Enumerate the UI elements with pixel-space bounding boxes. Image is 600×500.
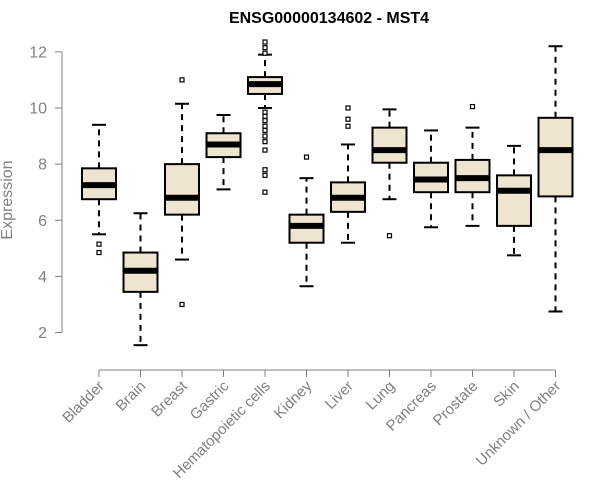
chart-title: ENSG00000134602 - MST4 xyxy=(229,10,429,27)
box-unknown-other xyxy=(537,45,574,313)
outlier-point xyxy=(469,103,476,110)
box-kidney xyxy=(288,154,325,288)
x-tick-label: Breast xyxy=(148,377,191,420)
outlier-point xyxy=(179,77,185,83)
box-brain xyxy=(122,212,159,347)
y-tick-label: 10 xyxy=(29,100,47,117)
x-tick-label: Liver xyxy=(322,378,357,413)
y-axis: 2 4 6 8 10 12 xyxy=(29,44,63,342)
y-tick-label: 4 xyxy=(38,269,47,286)
box-pancreas xyxy=(413,129,449,229)
boxes-layer xyxy=(81,39,574,347)
x-tick-label: Lung xyxy=(363,378,399,414)
iqr-box xyxy=(496,174,532,227)
outlier-point xyxy=(345,105,351,111)
x-tick-label: Bladder xyxy=(59,378,108,427)
box-gastric xyxy=(205,114,242,191)
outlier-point xyxy=(303,154,310,160)
outlier-point xyxy=(262,45,268,51)
outlier-point xyxy=(262,113,268,120)
x-tick-label: Brain xyxy=(113,378,150,415)
y-tick-label: 6 xyxy=(38,213,47,230)
outlier-point xyxy=(262,118,268,124)
x-tick-label: Prostate xyxy=(430,378,482,430)
box-skin xyxy=(496,144,532,257)
box-bladder xyxy=(81,123,117,256)
outlier-point xyxy=(262,127,268,134)
iqr-box xyxy=(537,116,574,198)
outlier-point xyxy=(262,172,268,178)
outlier-point xyxy=(262,139,268,145)
outlier-point xyxy=(262,189,268,195)
y-tick-label: 2 xyxy=(38,325,47,342)
outlier-point xyxy=(179,301,185,308)
box-breast xyxy=(164,77,200,308)
outlier-point xyxy=(262,133,268,139)
y-tick-label: 12 xyxy=(29,44,47,61)
outlier-point xyxy=(262,123,268,129)
outlier-point xyxy=(345,116,351,122)
box-liver xyxy=(330,105,366,244)
outlier-point xyxy=(262,109,268,115)
outlier-point xyxy=(96,249,102,256)
outlier-point xyxy=(345,123,351,129)
x-tick-label: Skin xyxy=(490,378,523,411)
y-axis-title: Expression xyxy=(0,160,16,239)
outlier-point xyxy=(386,233,393,239)
box-prostate xyxy=(454,103,491,227)
outlier-point xyxy=(262,39,268,45)
x-tick-label: Kidney xyxy=(271,377,316,422)
outlier-point xyxy=(96,241,102,247)
outlier-point xyxy=(262,167,268,173)
box-lung xyxy=(371,108,408,239)
iqr-box xyxy=(371,126,408,164)
outlier-point xyxy=(262,50,268,56)
box-hematopoietic-cells xyxy=(247,39,283,195)
outlier-point xyxy=(262,147,268,153)
iqr-box xyxy=(164,163,200,216)
y-tick-label: 8 xyxy=(38,157,47,174)
